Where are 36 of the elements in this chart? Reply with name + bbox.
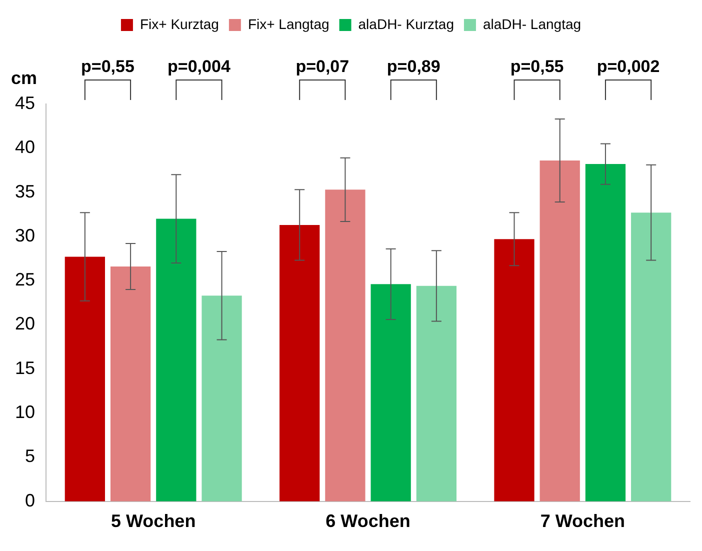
bar xyxy=(202,296,242,502)
y-tick-label: 30 xyxy=(14,225,36,246)
x-tick-label: 6 Wochen xyxy=(326,511,410,532)
bar xyxy=(64,256,105,502)
bar xyxy=(110,266,151,502)
x-tick-label: 5 Wochen xyxy=(111,511,196,532)
text: p=0,55 xyxy=(510,57,564,76)
bar xyxy=(370,284,411,502)
y-tick-label: 10 xyxy=(14,402,36,422)
y-tick-label: 20 xyxy=(14,314,36,334)
legend-label: alaDH- Kurztag xyxy=(358,16,454,32)
y-tick-label: 0 xyxy=(25,490,36,510)
legend-label: Fix+ Kurztag xyxy=(140,16,219,32)
x-tick-label: 7 Wochen xyxy=(540,511,626,532)
y-tick-label: 5 xyxy=(25,446,36,466)
bar xyxy=(540,160,580,502)
y-tick-label: 45 xyxy=(14,92,36,113)
bar xyxy=(585,164,626,502)
text: p=0,89 xyxy=(386,57,440,76)
legend-label: alaDH- Langtag xyxy=(482,16,582,32)
text: p=0,07 xyxy=(296,57,350,76)
text: p=0,55 xyxy=(81,57,134,76)
text: p=0,002 xyxy=(596,57,660,76)
y-tick-label: 35 xyxy=(14,181,36,202)
bar xyxy=(494,239,534,502)
y-tick-label: 25 xyxy=(14,270,36,290)
bar xyxy=(631,212,672,502)
y-axis-title: cm xyxy=(11,68,38,88)
bar xyxy=(280,224,320,502)
y-tick-label: 40 xyxy=(14,137,36,158)
y-tick-label: 15 xyxy=(14,358,36,378)
legend-label: Fix+ Langtag xyxy=(248,16,330,32)
bar xyxy=(156,218,196,502)
text: p=0,004 xyxy=(168,57,231,76)
bar xyxy=(325,190,366,502)
bar xyxy=(416,286,457,502)
